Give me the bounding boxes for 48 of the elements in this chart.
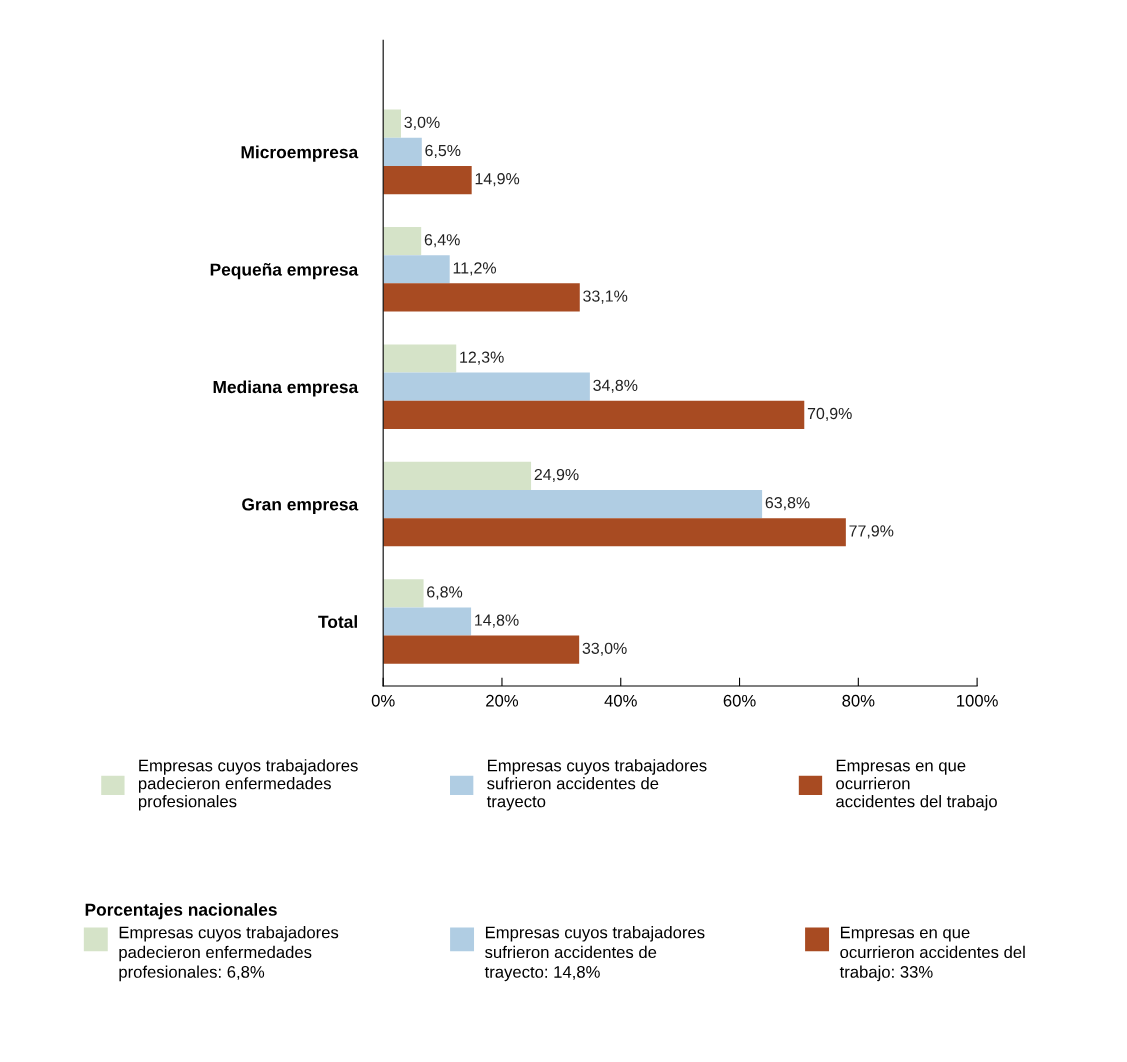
bar [383,635,580,664]
text: Empresas en que ocurrieron accidentes del trabajo: 33% [839,926,1025,982]
bar [383,518,846,547]
data-label: 70,9% [807,407,852,422]
y-tick-label: Total [318,615,357,628]
y-tick-label: Microempresa [241,145,359,162]
bar [383,372,590,401]
bar [383,283,580,312]
data-label: 77,9% [849,525,894,539]
bar [383,490,763,519]
bar [383,227,422,256]
text: Porcentajes nacionales [85,903,277,920]
data-label: 14,8% [475,614,519,628]
y-tick-label: Gran empresa [242,498,359,514]
legend-label: Empresas en que ocurrieron accidentes del trabajo [836,759,997,811]
text: Empresas cuyos trabajadores padecieron enfermedades profesionales: 6,8% [119,926,339,982]
bar [383,400,805,429]
data-label: 6,8% [427,586,463,600]
data-label: 6,4% [424,234,460,248]
data-label: 3,0% [404,116,440,130]
data-label: 12,3% [460,351,504,365]
data-label: 6,5% [425,144,461,159]
bar [383,165,472,195]
x-tick-label: 0% [371,694,395,707]
text: Empresas cuyos trabajadores sufrieron accidentes de trayecto: 14,8% [484,926,705,982]
bar [383,109,401,138]
bar [383,607,472,636]
x-tick-label: 20% [486,694,519,707]
data-label: 63,8% [765,497,810,511]
data-label: 33,1% [583,290,628,304]
data-label: 33,0% [582,642,627,656]
bar [383,255,450,284]
bar [383,579,424,608]
y-tick-label: Pequeña empresa [210,263,359,280]
data-label: 11,2% [453,262,497,276]
x-tick-label: 80% [842,694,875,707]
legend-label: Empresas cuyos trabajadores sufrieron accidentes de trayecto [486,759,707,811]
y-tick-label: Mediana empresa [213,380,359,397]
x-tick-label: 40% [604,694,637,707]
data-label: 24,9% [534,468,579,483]
x-tick-label: 60% [723,694,756,707]
data-label: 14,9% [475,173,520,187]
data-label: 34,8% [593,379,638,393]
bar [383,137,422,166]
legend-label: Empresas cuyos trabajadores padecieron enfermedades profesionales [138,759,358,811]
x-tick-label: 100% [957,694,998,707]
bar [383,461,532,490]
bar [383,344,457,373]
